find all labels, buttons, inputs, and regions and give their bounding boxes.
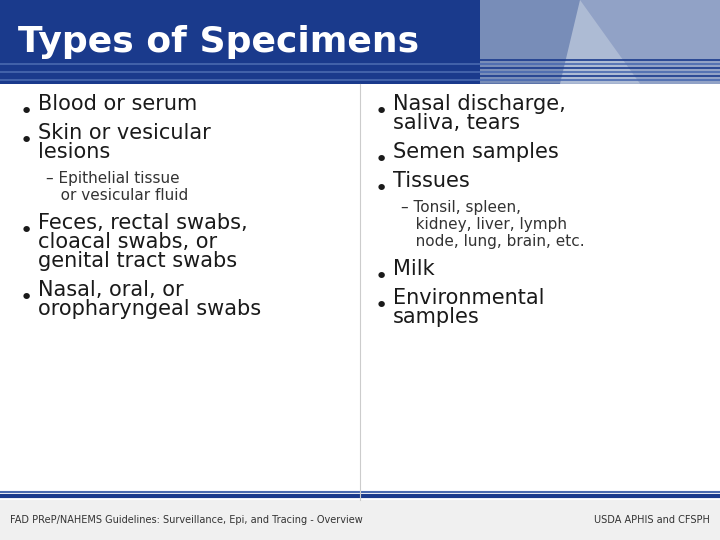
Text: •: • xyxy=(374,102,387,122)
Text: Semen samples: Semen samples xyxy=(393,141,559,161)
Text: •: • xyxy=(19,288,32,308)
Text: •: • xyxy=(374,296,387,316)
Text: Environmental: Environmental xyxy=(393,288,544,308)
Text: •: • xyxy=(374,267,387,287)
FancyBboxPatch shape xyxy=(0,500,720,540)
Text: genital tract swabs: genital tract swabs xyxy=(38,251,237,271)
Text: node, lung, brain, etc.: node, lung, brain, etc. xyxy=(401,234,585,249)
Text: Tissues: Tissues xyxy=(393,171,469,191)
Text: •: • xyxy=(374,150,387,170)
Text: lesions: lesions xyxy=(38,141,110,161)
Polygon shape xyxy=(560,0,720,84)
Text: Nasal discharge,: Nasal discharge, xyxy=(393,94,566,114)
FancyBboxPatch shape xyxy=(0,0,720,84)
Text: samples: samples xyxy=(393,307,480,327)
Text: saliva, tears: saliva, tears xyxy=(393,113,520,133)
Text: – Tonsil, spleen,: – Tonsil, spleen, xyxy=(401,200,521,215)
Text: Blood or serum: Blood or serum xyxy=(38,94,197,114)
Text: •: • xyxy=(19,131,32,151)
Text: kidney, liver, lymph: kidney, liver, lymph xyxy=(401,217,567,232)
Text: or vesicular fluid: or vesicular fluid xyxy=(46,188,188,202)
Text: •: • xyxy=(374,179,387,199)
Text: Types of Specimens: Types of Specimens xyxy=(18,25,419,59)
Text: FAD PReP/NAHEMS Guidelines: Surveillance, Epi, and Tracing - Overview: FAD PReP/NAHEMS Guidelines: Surveillance… xyxy=(10,515,363,525)
Polygon shape xyxy=(480,0,640,84)
Text: cloacal swabs, or: cloacal swabs, or xyxy=(38,232,217,252)
Text: oropharyngeal swabs: oropharyngeal swabs xyxy=(38,299,261,319)
Text: USDA APHIS and CFSPH: USDA APHIS and CFSPH xyxy=(594,515,710,525)
Text: Feces, rectal swabs,: Feces, rectal swabs, xyxy=(38,213,248,233)
Text: Milk: Milk xyxy=(393,259,435,279)
Text: Nasal, oral, or: Nasal, oral, or xyxy=(38,280,184,300)
Text: – Epithelial tissue: – Epithelial tissue xyxy=(46,171,179,186)
Text: •: • xyxy=(19,221,32,241)
Text: •: • xyxy=(19,102,32,122)
Text: Skin or vesicular: Skin or vesicular xyxy=(38,123,211,143)
